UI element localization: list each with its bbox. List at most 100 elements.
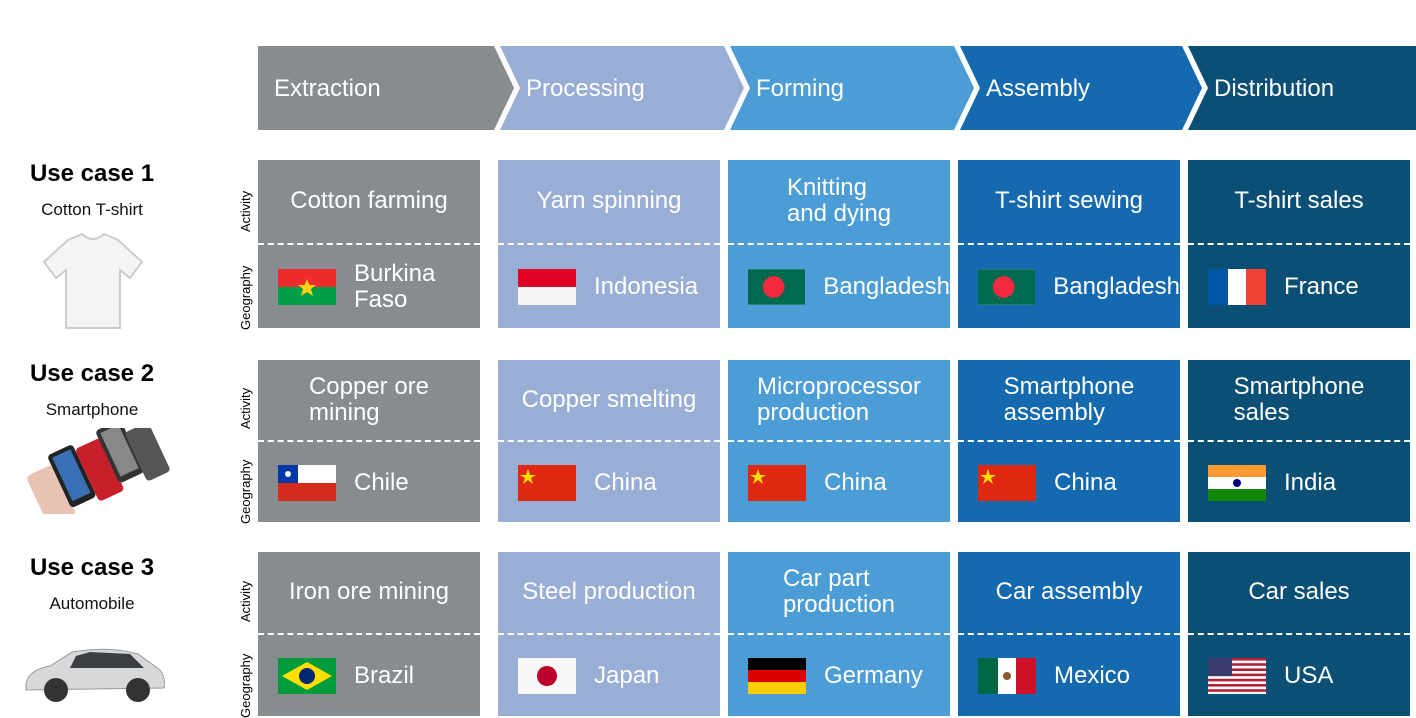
activity: Car part production	[728, 552, 950, 632]
row-label-geography: Geography	[238, 265, 253, 330]
activity-text: Smartphone sales	[1233, 372, 1365, 426]
row-label-activity: Activity	[238, 580, 253, 622]
geography: Bangladesh	[958, 246, 1180, 328]
geography: USA	[1188, 636, 1410, 716]
row-label-activity: Activity	[238, 190, 253, 232]
geography: India	[1188, 443, 1410, 522]
geography: Chile	[258, 443, 480, 522]
activity-text: Iron ore mining	[288, 578, 450, 605]
flag	[518, 464, 576, 501]
flag	[748, 269, 806, 305]
activity-text: Knitting and dying	[786, 174, 892, 227]
dashed-divider	[258, 633, 480, 635]
stage-chevron	[730, 46, 974, 130]
flag	[278, 464, 336, 501]
activity: T-shirt sewing	[958, 160, 1180, 242]
activity-text: Car assembly	[995, 578, 1143, 605]
activity: Copper ore mining	[258, 360, 480, 439]
activity: Smartphone assembly	[958, 360, 1180, 439]
stage-chevron	[258, 46, 514, 130]
cell: Microprocessor production China	[728, 360, 950, 522]
cell: Smartphone assembly China	[958, 360, 1180, 522]
activity-text: Microprocessor production	[756, 372, 922, 426]
use-case-subtitle: Smartphone	[45, 400, 139, 419]
geography: Burkina Faso	[258, 246, 480, 328]
activity-text: Cotton farming	[290, 187, 448, 214]
activity: Car sales	[1188, 552, 1410, 632]
activity-text: Copper smelting	[521, 385, 697, 413]
flag	[1208, 269, 1266, 305]
geography-text: Bangladesh	[1053, 273, 1180, 300]
activity: Steel production	[498, 552, 720, 632]
cell: Copper ore mining Chile	[258, 360, 480, 522]
dashed-divider	[1188, 440, 1410, 442]
flag	[278, 658, 336, 694]
stage-label: Processing	[526, 75, 645, 102]
stage-label: Distribution	[1214, 75, 1334, 102]
geography: China	[728, 443, 950, 522]
row-label-geography: Geography	[238, 459, 253, 524]
row-label-activity: Activity	[238, 387, 253, 429]
geography: France	[1188, 246, 1410, 328]
geography-text: China	[594, 468, 657, 496]
activity: Iron ore mining	[258, 552, 480, 632]
geography-text: Indonesia	[594, 273, 699, 300]
activity-text: Car part production	[782, 565, 896, 618]
flag	[748, 464, 806, 501]
cell: Copper smelting China	[498, 360, 720, 522]
activity-text: Yarn spinning	[536, 187, 682, 214]
stage-chevron	[1188, 46, 1416, 130]
dashed-divider	[1188, 243, 1410, 245]
flag	[748, 658, 806, 694]
dashed-divider	[728, 633, 950, 635]
activity: Cotton farming	[258, 160, 480, 242]
cell: Knitting and dying Bangladesh	[728, 160, 950, 328]
geography-text: Brazil	[354, 662, 415, 689]
geography-text: Chile	[354, 468, 409, 496]
geography: Brazil	[258, 636, 480, 716]
tshirt-image	[42, 232, 144, 329]
geography-text: Burkina Faso	[354, 260, 436, 313]
geography-text: India	[1284, 468, 1337, 496]
geography: Mexico	[958, 636, 1180, 716]
flag	[1208, 464, 1266, 501]
flag	[978, 464, 1036, 501]
row-label-geography: Geography	[238, 653, 253, 718]
use-case-title: Use case 3	[29, 554, 155, 581]
dashed-divider	[498, 633, 720, 635]
activity: Car assembly	[958, 552, 1180, 632]
activity-text: Car sales	[1248, 578, 1350, 605]
activity-text: Steel production	[522, 578, 696, 605]
geography: Bangladesh	[728, 246, 950, 328]
geography-text: China	[1054, 468, 1117, 496]
cell: T-shirt sales France	[1188, 160, 1410, 328]
geography-text: China	[824, 468, 887, 496]
cell: Steel production Japan	[498, 552, 720, 716]
use-case-subtitle: Cotton T-shirt	[41, 200, 143, 219]
cell: Car part production Germany	[728, 552, 950, 716]
geography: Japan	[498, 636, 720, 716]
use-case-title: Use case 2	[29, 360, 155, 387]
geography-text: Japan	[594, 662, 660, 689]
cell: Car assembly Mexico	[958, 552, 1180, 716]
cell: Smartphone sales India	[1188, 360, 1410, 522]
activity: Yarn spinning	[498, 160, 720, 242]
geography-text: Bangladesh	[823, 273, 950, 300]
car-window	[70, 652, 144, 668]
cell: T-shirt sewing Bangladesh	[958, 160, 1180, 328]
activity-text: Copper ore mining	[308, 372, 430, 426]
stage-header: Extraction Processing Forming Assembly Distr…	[258, 46, 1416, 130]
wheel	[44, 678, 68, 702]
phones	[27, 428, 170, 514]
activity: Knitting and dying	[728, 160, 950, 242]
use-case-title: Use case 1	[29, 160, 155, 187]
cell: Car sales USA	[1188, 552, 1410, 716]
use-case-subtitle: Automobile	[49, 594, 135, 613]
dashed-divider	[1188, 633, 1410, 635]
activity: Microprocessor production	[728, 360, 950, 439]
stage-chevron	[960, 46, 1202, 130]
cell: Cotton farming Burkina Faso	[258, 160, 480, 328]
geography: Indonesia	[498, 246, 720, 328]
activity-text: Smartphone assembly	[1003, 372, 1135, 426]
stage-label: Assembly	[986, 75, 1090, 102]
